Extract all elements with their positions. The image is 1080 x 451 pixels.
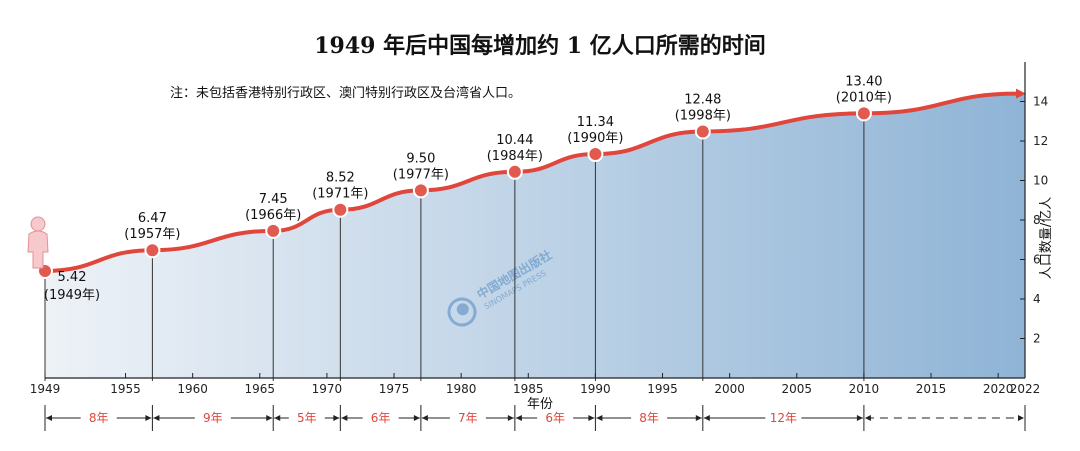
- data-points: 5.42(1949年)6.47(1957年)7.45(1966年)8.52(19…: [37, 74, 892, 303]
- series-line-layer: [43, 88, 1026, 273]
- x-tick-label: 1995: [647, 382, 678, 396]
- y-tick-label: 12: [1033, 134, 1048, 148]
- interval-arrow-right: [507, 415, 514, 421]
- watermark-logo-core: [456, 303, 469, 316]
- interval-arrow-right: [588, 415, 595, 421]
- interval-arrow-left: [421, 415, 428, 421]
- x-tick-label: 1970: [312, 382, 343, 396]
- interval-arrow-right: [856, 415, 863, 421]
- interval-arrow-right: [333, 415, 340, 421]
- data-value-label: 6.47: [138, 211, 167, 226]
- data-point: [144, 242, 161, 259]
- data-value-label: 10.44: [496, 133, 533, 148]
- data-point: [587, 146, 604, 163]
- interval-arrow-left: [596, 415, 603, 421]
- interval-label: 8年: [639, 411, 659, 425]
- interval-arrow-left: [864, 415, 871, 421]
- y-tick-label: 8: [1033, 213, 1041, 227]
- x-tick-label: 2015: [916, 382, 947, 396]
- interval-label: 12年: [770, 411, 797, 425]
- data-year-label: (1977年): [393, 167, 449, 182]
- interval-arrow-left: [153, 415, 160, 421]
- data-value-label: 9.50: [406, 151, 435, 166]
- data-point: [694, 123, 711, 140]
- data-value-label: 8.52: [326, 171, 355, 186]
- population-line: [43, 88, 1026, 273]
- data-year-label: (1957年): [124, 227, 180, 242]
- x-tick-label: 1985: [513, 382, 544, 396]
- chart-title: 1949 年后中国每增加约 1 亿人口所需的时间: [314, 33, 766, 59]
- data-year-label: (1971年): [312, 187, 368, 202]
- y-axis-label: 人口数量/亿人: [1039, 197, 1054, 279]
- y-tick-label: 6: [1033, 253, 1041, 267]
- interval-arrow-left: [46, 415, 52, 421]
- y-tick-label: 14: [1033, 95, 1048, 109]
- axes: 1949 1955 1960 1965 1970 1975 1980 1985 1990 1995…: [30, 62, 1048, 396]
- data-year-label: (2010年): [836, 90, 892, 105]
- x-tick-label: 1955: [110, 382, 141, 396]
- data-value-label: 12.48: [684, 93, 721, 108]
- data-year-label: (1990年): [567, 131, 623, 146]
- interval-arrow-left: [274, 415, 281, 421]
- interval-label: 8年: [89, 411, 109, 425]
- interval-arrow-right: [1018, 415, 1024, 421]
- interval-arrow-right: [413, 415, 420, 421]
- x-tick-label: 2010: [849, 382, 880, 396]
- interval-label: 7年: [458, 411, 478, 425]
- x-tick-label: 2000: [714, 382, 745, 396]
- data-point: [855, 105, 872, 122]
- data-year-label: (1984年): [487, 149, 543, 164]
- x-tick-label: 1975: [379, 382, 410, 396]
- interval-arrow-left: [703, 415, 710, 421]
- watermark-logo-icon: [447, 297, 477, 327]
- data-value-label: 5.42: [58, 270, 87, 285]
- x-tick-label: 2005: [782, 382, 813, 396]
- data-value-label: 13.40: [845, 74, 882, 89]
- area-layer: [45, 93, 1025, 378]
- interval-arrow-left: [341, 415, 348, 421]
- y-tick-label: 4: [1033, 292, 1041, 306]
- interval-label: 6年: [371, 411, 391, 425]
- x-tick-label: 1965: [245, 382, 276, 396]
- interval-brackets: 8年 9年 5年 6年 7年 6年 8年 12年: [44, 405, 1026, 431]
- person-icon: [27, 216, 49, 269]
- data-year-label: (1998年): [675, 109, 731, 124]
- interval-label: 6年: [545, 411, 565, 425]
- interval-arrow-left: [515, 415, 522, 421]
- drop-lines: [44, 113, 865, 381]
- x-axis-label: 年份: [527, 397, 553, 412]
- y-tick-label: 10: [1033, 174, 1048, 188]
- data-value-label: 7.45: [259, 192, 288, 207]
- x-tick-label: 2022: [1010, 382, 1041, 396]
- interval-arrow-right: [266, 415, 273, 421]
- chart-note: 注：未包括香港特别行政区、澳门特别行政区及台湾省人口。: [170, 85, 521, 101]
- data-year-label: (1966年): [245, 208, 301, 223]
- x-tick-label: 1990: [580, 382, 611, 396]
- data-value-label: 11.34: [577, 115, 614, 130]
- interval-label: 5年: [297, 411, 317, 425]
- y-tick-label: 2: [1033, 332, 1041, 346]
- data-point: [265, 222, 282, 239]
- interval-arrow-right: [695, 415, 702, 421]
- x-tick-label: 2020: [983, 382, 1014, 396]
- population-area: [45, 93, 1025, 378]
- data-point: [332, 201, 349, 218]
- interval-label: 9年: [203, 411, 223, 425]
- data-point: [506, 163, 523, 180]
- data-year-label: (1949年): [44, 288, 100, 303]
- data-point: [412, 182, 429, 199]
- x-tick-label: 1980: [446, 382, 477, 396]
- x-tick-label: 1949: [30, 382, 61, 396]
- interval-arrow-right: [145, 415, 152, 421]
- x-tick-label: 1960: [177, 382, 208, 396]
